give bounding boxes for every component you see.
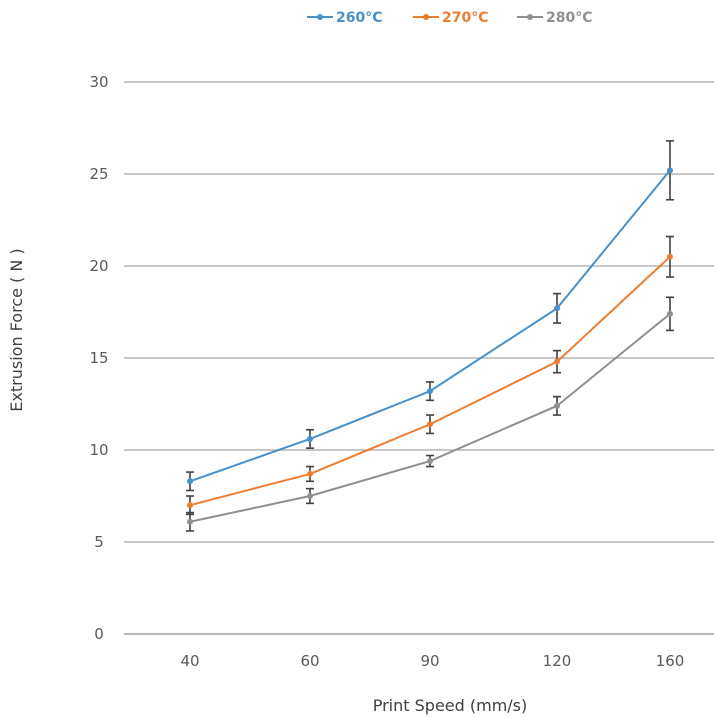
y-tick-label: 10 xyxy=(89,441,108,459)
series-3 xyxy=(186,296,674,532)
legend-label: 270°C xyxy=(442,10,489,26)
data-point xyxy=(554,402,560,409)
data-point xyxy=(187,502,193,509)
x-axis-ticks: 40 60 90 120 160 xyxy=(180,652,684,670)
data-point xyxy=(554,305,560,312)
legend: 260°C 270°C 280°C xyxy=(307,10,593,26)
y-tick-label: 30 xyxy=(89,73,108,91)
data-point xyxy=(427,388,433,395)
x-tick-label: 120 xyxy=(543,652,572,670)
data-point xyxy=(427,458,433,465)
y-tick-label: 0 xyxy=(94,625,104,643)
series-1 xyxy=(186,140,674,492)
y-axis-ticks: 0 5 10 15 20 25 30 xyxy=(89,73,108,643)
x-axis-title: Print Speed (mm/s) xyxy=(373,696,528,715)
y-tick-label: 15 xyxy=(89,349,108,367)
y-axis-title: Extrusion Force ( N ) xyxy=(7,248,26,411)
data-point xyxy=(307,493,313,499)
data-point xyxy=(307,435,313,442)
x-tick-label: 60 xyxy=(300,652,319,670)
y-tick-label: 20 xyxy=(89,257,108,275)
y-tick-label: 25 xyxy=(89,165,108,183)
data-point xyxy=(554,358,560,365)
data-point xyxy=(187,478,193,485)
x-tick-label: 40 xyxy=(180,652,199,670)
series-line xyxy=(189,169,671,483)
data-point xyxy=(427,421,433,428)
x-tick-label: 90 xyxy=(420,652,439,670)
series-line xyxy=(189,256,671,507)
legend-item: 270°C xyxy=(413,10,489,26)
x-tick-label: 160 xyxy=(656,652,685,670)
legend-item: 260°C xyxy=(307,10,383,26)
legend-label: 260°C xyxy=(336,10,383,26)
data-point xyxy=(187,518,193,525)
data-point xyxy=(667,310,673,317)
gridlines xyxy=(124,81,714,635)
data-point xyxy=(667,253,673,260)
series-layer xyxy=(186,140,674,532)
data-point xyxy=(667,167,673,174)
series-2 xyxy=(186,235,674,516)
legend-label: 280°C xyxy=(546,10,593,26)
data-point xyxy=(307,470,313,477)
y-tick-label: 5 xyxy=(94,533,104,551)
legend-item: 280°C xyxy=(517,10,593,26)
